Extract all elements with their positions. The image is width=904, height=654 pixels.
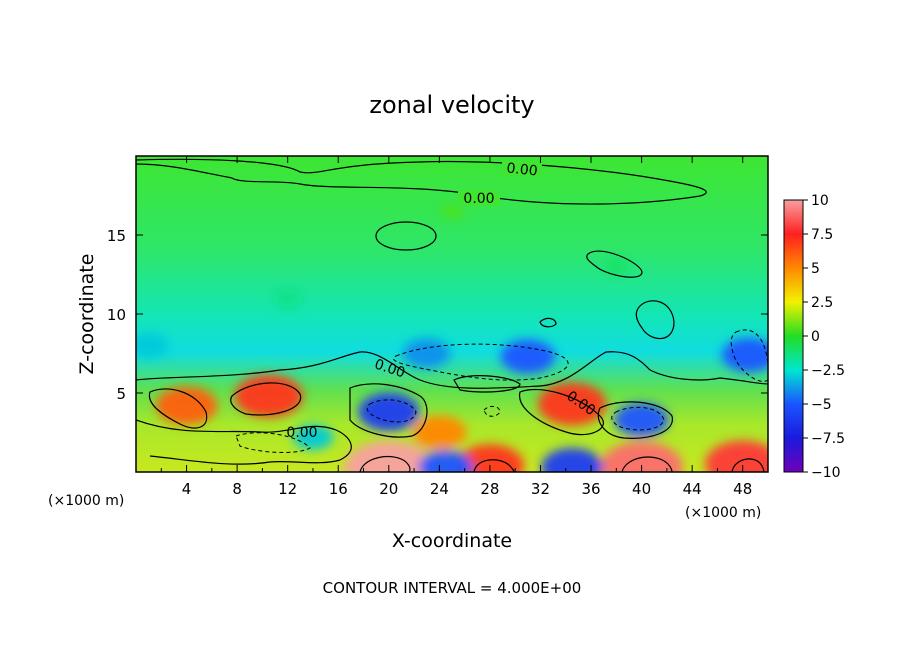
velocity-feature <box>704 440 768 472</box>
velocity-feature <box>136 333 169 359</box>
x-tick-label: 12 <box>278 480 297 498</box>
y-tick-label: 10 <box>107 306 126 324</box>
velocity-feature <box>155 386 218 425</box>
contour-interval-note: CONTOUR INTERVAL = 4.000E+00 <box>323 579 582 597</box>
colorbar-tick-label: −5 <box>811 397 832 413</box>
x-tick-label: 44 <box>683 480 702 498</box>
contour-line-zero-lower <box>136 419 352 465</box>
contour-loop <box>597 401 673 439</box>
velocity-feature <box>600 441 683 472</box>
velocity-feature <box>541 448 603 472</box>
velocity-feature <box>537 382 607 426</box>
velocity-feature <box>614 402 669 437</box>
negative-contour <box>393 343 569 381</box>
negative-contour <box>730 329 768 382</box>
contour-loop <box>375 221 437 251</box>
contour-label: 0.00 <box>506 160 539 179</box>
velocity-feature <box>234 374 303 418</box>
contour-line-zero <box>136 351 768 389</box>
contour-loop <box>621 456 673 472</box>
x-tick-label: 36 <box>581 480 600 498</box>
velocity-feature <box>500 339 556 374</box>
x-tick-label: 24 <box>430 480 449 498</box>
contour-label: 0.00 <box>286 425 317 441</box>
velocity-feature <box>412 415 467 450</box>
x-tick-label: 40 <box>632 480 651 498</box>
contour-loop <box>519 388 604 436</box>
velocity-feature <box>292 424 334 450</box>
x-tick-label: 4 <box>182 480 192 498</box>
contour-loop <box>635 300 675 340</box>
velocity-feature <box>440 204 464 219</box>
velocity-feature <box>455 444 525 472</box>
x-tick-label: 48 <box>733 480 752 498</box>
contour-line-upper <box>136 158 707 205</box>
negative-contour <box>366 399 417 423</box>
x-tick-label: 32 <box>531 480 550 498</box>
contour-label: 0.00 <box>463 191 494 207</box>
heatmap-field: 0.00 0.00 0.00 0.00 0.00 <box>136 156 768 472</box>
colorbar-tick-label: 2.5 <box>811 295 833 311</box>
velocity-feature <box>358 392 420 432</box>
colorbar-tick-label: 10 <box>811 193 829 209</box>
x-tick-label: 28 <box>480 480 499 498</box>
velocity-feature <box>603 258 630 275</box>
contour-loop <box>230 382 302 416</box>
chart-title: zonal velocity <box>369 91 534 119</box>
x-unit-left: (×1000 m) <box>48 493 124 509</box>
x-unit-right: (×1000 m) <box>685 505 761 521</box>
velocity-feature <box>403 338 451 369</box>
contour-loop <box>453 375 521 393</box>
x-tick-label: 8 <box>232 480 242 498</box>
contour-loop <box>148 388 208 429</box>
colorbar-ticks: 10 7.5 5 2.5 0 −2.5 −5 −7.5 −10 <box>803 193 845 481</box>
x-tick-label: 20 <box>379 480 398 498</box>
colorbar-tick-label: 0 <box>811 329 820 345</box>
negative-contour <box>235 432 311 453</box>
contour-loop <box>586 250 643 278</box>
negative-contour <box>611 406 665 431</box>
y-tick-label: 15 <box>107 227 126 245</box>
y-tick-label: 5 <box>116 385 126 403</box>
velocity-feature <box>272 288 303 308</box>
colorbar-tick-label: −7.5 <box>811 431 845 447</box>
colorbar-tick-label: −2.5 <box>811 363 845 379</box>
velocity-feature <box>721 338 768 373</box>
x-axis-label: X-coordinate <box>392 530 512 552</box>
velocity-feature <box>418 450 473 472</box>
y-axis-label: Z-coordinate <box>76 254 98 375</box>
colorbar-tick-label: −10 <box>811 465 841 481</box>
colorbar <box>783 199 804 473</box>
x-tick-label: 16 <box>329 480 348 498</box>
colorbar-tick-label: 5 <box>811 261 820 277</box>
colorbar-tick-label: 7.5 <box>811 227 833 243</box>
negative-contours <box>235 329 768 453</box>
contour-loop <box>349 383 428 438</box>
contour-loop <box>359 455 411 472</box>
contour-loop <box>539 317 557 328</box>
